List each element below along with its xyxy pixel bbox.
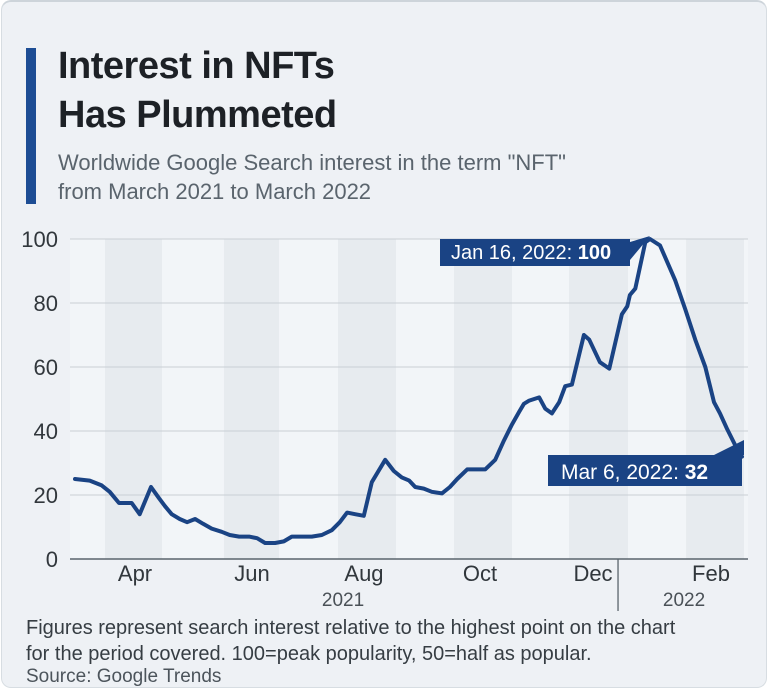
chart-footnote: Figures represent search interest relati… xyxy=(26,615,675,667)
chart-subtitle: Worldwide Google Search interest in the … xyxy=(58,148,566,206)
chart-subtitle-line1: Worldwide Google Search interest in the … xyxy=(58,150,566,175)
x-axis-month-label: Feb xyxy=(692,561,730,586)
x-axis-month-label: Oct xyxy=(463,561,497,586)
y-axis-tick-label: 20 xyxy=(34,483,58,508)
x-axis-month-label: Aug xyxy=(344,561,383,586)
x-axis-year-label: 2021 xyxy=(322,590,364,611)
x-axis-year-label: 2022 xyxy=(663,590,705,611)
x-axis-month-label: Jun xyxy=(234,561,269,586)
y-axis-tick-label: 40 xyxy=(34,419,58,444)
month-band xyxy=(454,239,512,559)
month-band xyxy=(569,239,628,559)
peak-callout-label: Jan 16, 2022: 100 xyxy=(451,242,611,264)
trend-line xyxy=(73,237,744,545)
chart-title-line1: Interest in NFTs xyxy=(58,45,335,87)
nft-interest-line-chart: 0 20 40 60 80 100 Apr Jun Aug Oct Dec Feb 2021 2022 Ja… xyxy=(21,227,748,611)
x-axis-month-label: Apr xyxy=(118,561,152,586)
plot-background xyxy=(70,239,748,559)
peak-callout-pointer xyxy=(630,236,650,260)
y-axis-tick-label: 0 xyxy=(46,547,58,572)
end-callout-label: Mar 6, 2022: 32 xyxy=(561,461,708,484)
chart-footnote-line1: Figures represent search interest relati… xyxy=(26,617,676,639)
chart-source: Source: Google Trends xyxy=(26,666,222,687)
end-callout-pointer xyxy=(714,440,744,455)
chart-title-line2: Has Plummeted xyxy=(58,94,337,136)
y-axis-tick-label: 100 xyxy=(21,227,58,252)
peak-callout-box xyxy=(440,239,630,266)
chart-subtitle-line2: from March 2021 to March 2022 xyxy=(58,179,372,204)
y-axis-tick-label: 60 xyxy=(34,355,58,380)
end-callout-box xyxy=(548,455,742,486)
chart-footnote-line2: for the period covered. 100=peak popular… xyxy=(26,643,592,665)
x-axis-month-label: Dec xyxy=(573,561,612,586)
month-band xyxy=(223,239,280,559)
month-band xyxy=(104,239,163,559)
chart-title: Interest in NFTs Has Plummeted xyxy=(58,42,337,140)
title-accent-bar xyxy=(26,48,36,204)
y-axis-tick-label: 80 xyxy=(34,291,58,316)
